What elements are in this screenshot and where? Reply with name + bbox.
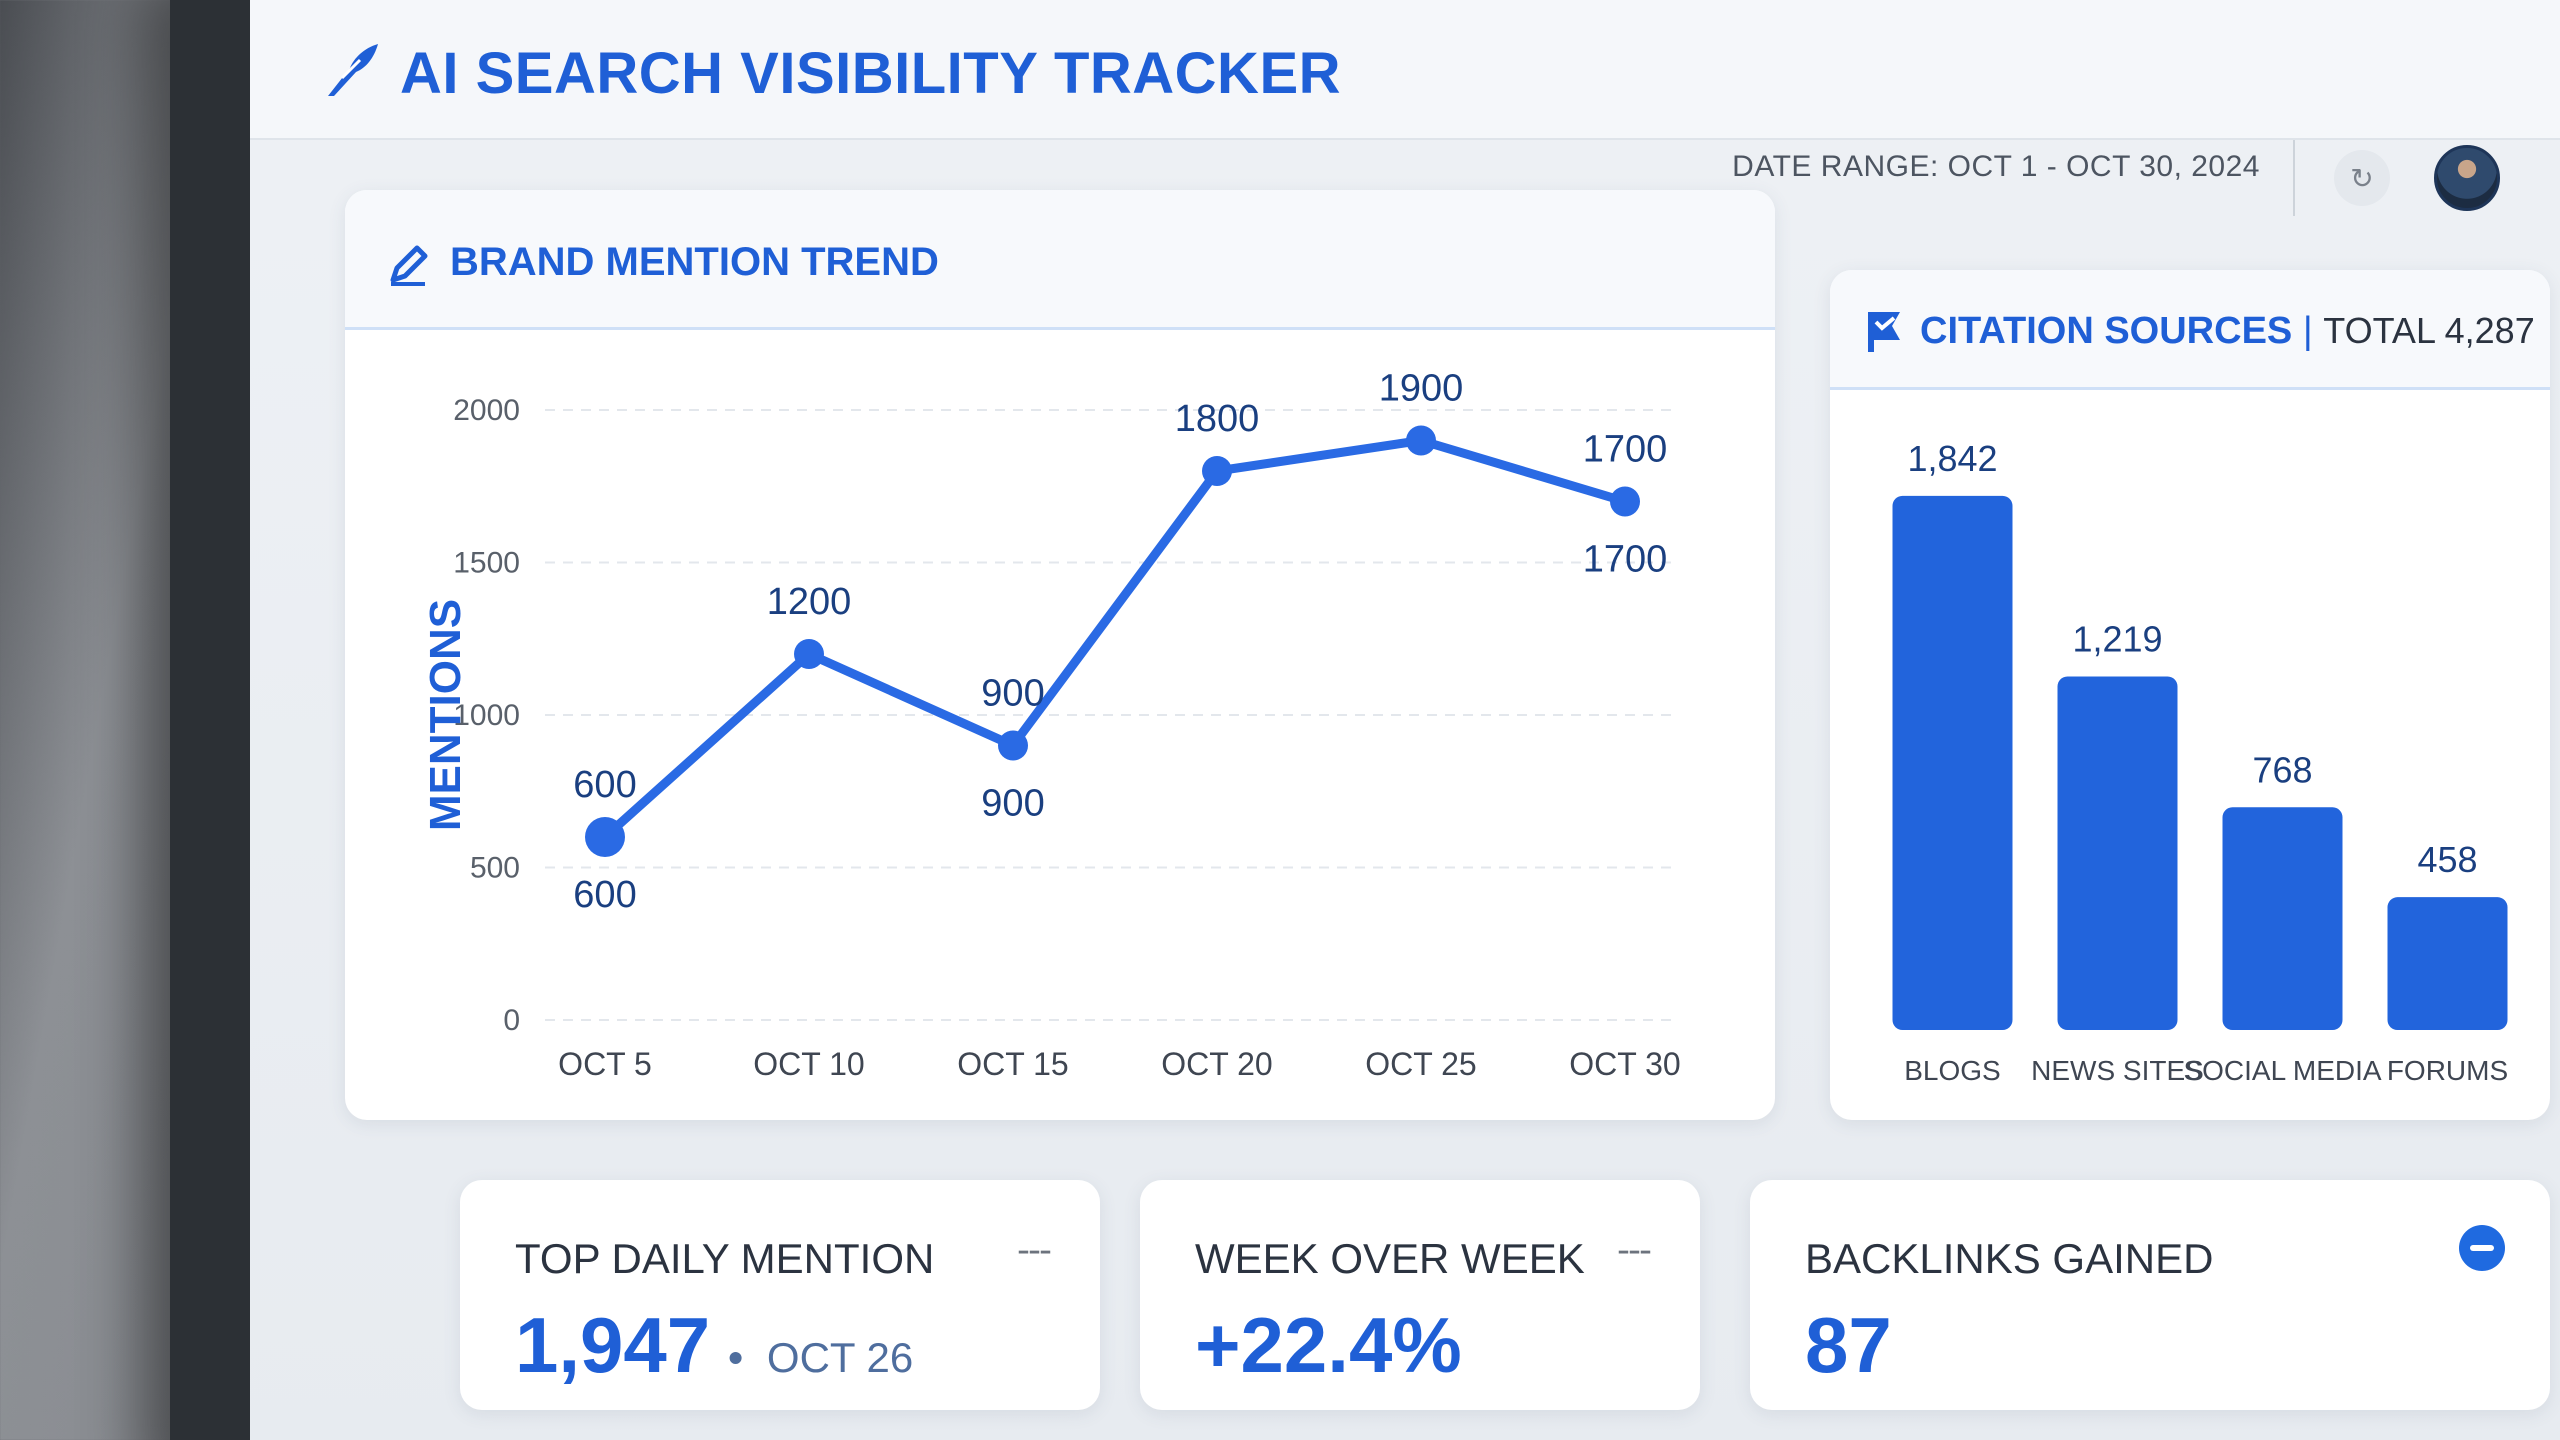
bar-value-label: 458 (2417, 839, 2477, 880)
x-tick-label: OCT 30 (1569, 1046, 1680, 1082)
week-over-week-label: WEEK OVER WEEK (1195, 1235, 1585, 1282)
more-options-icon[interactable]: --- (1017, 1230, 1052, 1271)
app-header: AI SEARCH VISIBILITY TRACKER (250, 0, 2560, 140)
x-tick-label: OCT 15 (957, 1046, 1068, 1082)
x-tick-label: OCT 10 (753, 1046, 864, 1082)
y-tick-label: 2000 (453, 394, 520, 427)
bar-value-label: 768 (2252, 749, 2312, 790)
date-range[interactable]: DATE RANGE: OCT 1 - OCT 30, 2024 (1732, 150, 2260, 183)
data-label-above: 900 (981, 673, 1044, 715)
top-daily-mention-value-row: 1,947 • OCT 26 (515, 1300, 913, 1391)
bar-category-label: FORUMS (2387, 1055, 2508, 1086)
y-tick-label: 1000 (453, 699, 520, 732)
citation-bar (1892, 495, 2013, 1030)
bar-category-label: NEWS SITES (2031, 1055, 2204, 1086)
data-point (1610, 486, 1640, 517)
data-label-above: 1200 (767, 581, 852, 623)
brand-mention-trend-card: BRAND MENTION TREND 0 500 1000 1500 2000 MENT… (345, 190, 1775, 1120)
data-label-below: 900 (981, 783, 1044, 825)
top-daily-mention-value: 1,947 (515, 1301, 711, 1389)
trend-card-title: BRAND MENTION TREND (450, 240, 939, 284)
user-avatar[interactable] (2434, 145, 2500, 211)
data-label-above: 1900 (1379, 368, 1464, 410)
top-daily-mention-label: TOP DAILY MENTION (515, 1235, 935, 1282)
data-label-above: 600 (573, 764, 636, 806)
citation-bar (2057, 676, 2178, 1030)
bar-category-label: SOCIAL MEDIA (2183, 1055, 2381, 1086)
backlinks-gained-label: BACKLINKS GAINED (1805, 1235, 2214, 1282)
x-tick-label: OCT 25 (1365, 1046, 1476, 1082)
dashboard-screen: AI SEARCH VISIBILITY TRACKER DATE RANGE:… (250, 0, 2560, 1440)
top-daily-mention-card[interactable]: TOP DAILY MENTION 1,947 • OCT 26 --- (460, 1180, 1100, 1410)
week-over-week-value: +22.4% (1195, 1301, 1462, 1389)
x-tick-label: OCT 5 (558, 1046, 652, 1082)
data-label-above: 1800 (1175, 398, 1260, 440)
mentions-series-line (600, 436, 1630, 842)
backlinks-gained-card[interactable]: BACKLINKS GAINED 87 (1750, 1180, 2550, 1410)
bar-category-label: BLOGS (1904, 1055, 2000, 1086)
citation-sources-bar-chart: 1,842 BLOGS 1,219 NEWS SITES 768 SOCIAL MEDIA… (1892, 438, 2508, 1086)
data-point (1406, 425, 1436, 456)
pencil-icon (390, 245, 428, 286)
more-options-icon[interactable]: --- (1617, 1230, 1652, 1271)
top-daily-mention-date: OCT 26 (766, 1334, 914, 1381)
header-divider (2293, 140, 2295, 216)
data-point (998, 730, 1028, 761)
app-title: AI SEARCH VISIBILITY TRACKER (400, 41, 1342, 106)
minus-badge-icon[interactable] (2459, 1225, 2505, 1271)
y-tick-label: 500 (470, 852, 520, 885)
brand-mention-line-chart: 0 500 1000 1500 2000 MENTIONS OCT 5 OCT 10 OCT 1… (421, 368, 1681, 1083)
data-label-below: 600 (573, 874, 636, 916)
title-separator: | (2292, 310, 2324, 352)
trend-card-header: BRAND MENTION TREND (345, 190, 1775, 330)
data-label-below: 1700 (1583, 539, 1668, 581)
week-over-week-card[interactable]: WEEK OVER WEEK +22.4% --- (1140, 1180, 1700, 1410)
x-tick-label: OCT 20 (1161, 1046, 1272, 1082)
separator-dot: • (728, 1334, 743, 1381)
backlinks-gained-value: 87 (1805, 1301, 1892, 1389)
data-point (1202, 456, 1232, 486)
y-tick-label: 0 (503, 1004, 520, 1037)
data-point (794, 639, 824, 669)
refresh-button[interactable]: ↻ (2334, 150, 2390, 206)
citation-bar (2387, 897, 2508, 1030)
y-axis-label: MENTIONS (421, 599, 470, 831)
data-label-above: 1700 (1583, 429, 1668, 471)
data-point (585, 817, 625, 857)
citation-sources-card: CITATION SOURCES | TOTAL 4,287 1,842 BLOG… (1830, 270, 2550, 1120)
citation-total: TOTAL 4,287 (2323, 310, 2535, 351)
citation-bar (2222, 807, 2343, 1030)
bar-value-label: 1,219 (2072, 618, 2162, 659)
refresh-icon: ↻ (2350, 161, 2374, 195)
bookmark-flag-icon (1868, 312, 1900, 352)
citation-card-title: CITATION SOURCES | TOTAL 4,287 (1920, 310, 2535, 353)
citation-card-header: CITATION SOURCES | TOTAL 4,287 (1830, 270, 2550, 390)
feather-logo-icon (328, 44, 378, 96)
citation-title-text: CITATION SOURCES (1920, 310, 2293, 352)
y-tick-label: 1500 (453, 547, 520, 580)
bar-value-label: 1,842 (1907, 438, 1997, 479)
